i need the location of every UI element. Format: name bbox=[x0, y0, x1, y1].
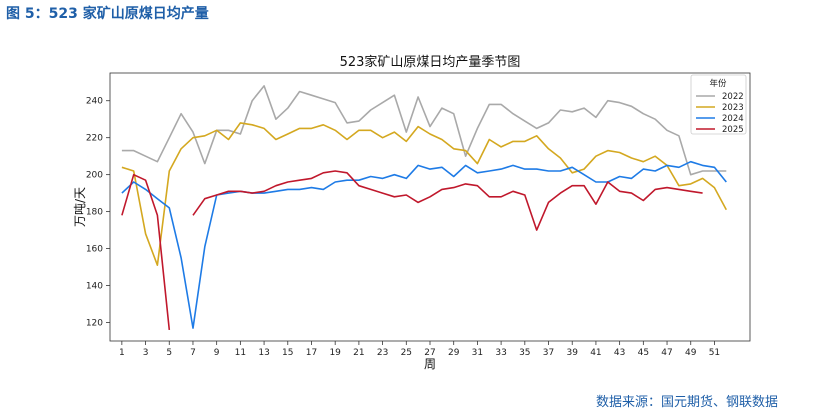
x-tick-label: 21 bbox=[353, 348, 364, 358]
axis-ticks: 1 3 5 7 9 11 13 15 17 19 21 23 25 27 29 31 33 35 37 39 41 43 4… bbox=[86, 97, 720, 358]
x-tick-label: 41 bbox=[590, 348, 601, 358]
legend-label-2025: 2025 bbox=[722, 125, 744, 135]
chart-title: 523家矿山原煤日均产量季节图 bbox=[340, 54, 521, 70]
x-tick-label: 11 bbox=[235, 348, 246, 358]
x-tick-label: 47 bbox=[661, 348, 672, 358]
series-line-2024 bbox=[121, 160, 727, 329]
plot-frame bbox=[109, 72, 751, 342]
legend-box bbox=[690, 74, 747, 135]
y-tick-label: 180 bbox=[86, 208, 103, 218]
series-lines bbox=[121, 85, 728, 330]
x-tick-label: 15 bbox=[282, 348, 293, 358]
x-tick-label: 25 bbox=[401, 348, 412, 358]
y-tick-label: 160 bbox=[86, 245, 103, 255]
series-line-2025 bbox=[192, 170, 703, 231]
source-note: 数据来源：国元期货、钢联数据 bbox=[595, 395, 778, 410]
y-tick-label: 140 bbox=[86, 282, 103, 292]
x-tick-label: 7 bbox=[190, 348, 196, 358]
x-tick-label: 39 bbox=[566, 348, 578, 358]
legend-label-2023: 2023 bbox=[722, 103, 744, 113]
x-tick-label: 37 bbox=[543, 348, 554, 358]
x-tick-label: 49 bbox=[685, 348, 697, 358]
legend-title: 年份 bbox=[709, 78, 727, 89]
x-tick-label: 5 bbox=[166, 348, 172, 358]
x-tick-label: 35 bbox=[519, 348, 530, 358]
x-tick-label: 23 bbox=[377, 348, 388, 358]
x-tick-label: 9 bbox=[214, 348, 220, 358]
x-axis-label: 周 bbox=[424, 357, 436, 371]
x-tick-label: 45 bbox=[638, 348, 649, 358]
x-tick-label: 33 bbox=[495, 348, 506, 358]
x-tick-label: 13 bbox=[258, 348, 269, 358]
legend-label-2022: 2022 bbox=[722, 92, 744, 102]
y-axis-label: 万吨/天 bbox=[73, 187, 87, 227]
figure-title: 图 5：523 家矿山原煤日均产量 bbox=[6, 6, 209, 22]
x-tick-label: 31 bbox=[472, 348, 483, 358]
x-tick-label: 17 bbox=[306, 348, 317, 358]
y-tick-label: 200 bbox=[86, 171, 103, 181]
y-tick-label: 120 bbox=[86, 319, 103, 329]
series-line-2025 bbox=[121, 173, 171, 330]
y-tick-label: 220 bbox=[86, 134, 103, 144]
x-tick-label: 1 bbox=[119, 348, 125, 358]
x-tick-label: 51 bbox=[709, 348, 720, 358]
series-line-2022 bbox=[121, 85, 727, 176]
x-tick-label: 29 bbox=[448, 348, 460, 358]
x-tick-label: 3 bbox=[143, 348, 149, 358]
series-line-2023 bbox=[121, 122, 728, 267]
x-tick-label: 43 bbox=[614, 348, 625, 358]
x-tick-label: 27 bbox=[424, 348, 435, 358]
x-tick-label: 19 bbox=[329, 348, 341, 358]
legend-label-2024: 2024 bbox=[722, 114, 744, 124]
y-tick-label: 240 bbox=[86, 97, 103, 107]
